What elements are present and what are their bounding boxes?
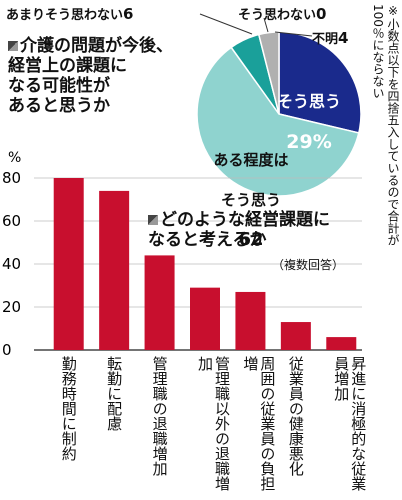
cube-icon	[148, 215, 158, 225]
pie-slice	[196, 46, 360, 197]
bar-category-label: 周囲の従業員の負担増	[241, 356, 277, 491]
bar	[235, 291, 266, 350]
bar	[99, 190, 130, 350]
label-soomowanai-text: そう思わない	[238, 8, 317, 23]
label-aru-line2: そう思う	[220, 191, 281, 209]
bar-category-label: 管理職の退職増加	[150, 356, 169, 476]
y-tick-label: 60	[2, 212, 21, 230]
label-sou-omou-value: 29%	[286, 131, 332, 153]
y-axis-unit: %	[8, 150, 21, 166]
label-amari-value: 6	[123, 5, 134, 23]
pie-question-text: 介護の問題が今後、 経営上の課題に なる可能性が あると思うか	[8, 36, 173, 116]
label-soomowanai-value: 0	[316, 5, 327, 23]
cube-icon	[8, 41, 18, 51]
label-amari-text: あまりそう思わない	[6, 8, 124, 23]
y-tick-label: 0	[2, 341, 12, 359]
bar-category-label: 転勤に配慮	[105, 356, 124, 431]
footnote: ※小数点以下を四捨五入しているので合計が100％にならない	[371, 4, 400, 246]
label-sou-omou-text: そう思う	[276, 92, 341, 111]
bar	[326, 337, 357, 350]
bar-category-label: 勤務時間に制約	[59, 356, 78, 461]
leader-line	[274, 31, 313, 37]
label-aru-line1: ある程度は	[213, 151, 289, 169]
y-tick-label: 20	[2, 298, 21, 316]
leader-line	[263, 17, 269, 33]
label-amari: あまりそう思わない6	[6, 4, 133, 23]
label-fumei: 不明4	[312, 28, 348, 47]
y-tick-label: 80	[2, 169, 21, 187]
label-fumei-value: 4	[338, 29, 349, 47]
leader-line	[199, 13, 253, 35]
bar	[190, 287, 220, 350]
bar-chart-title-text: どのような経営課題に なると考えるか	[148, 210, 330, 250]
bar	[53, 178, 84, 350]
label-fumei-text: 不明	[312, 32, 339, 47]
bar-category-label: 昇進に消極的な従業員増加	[332, 356, 368, 491]
bar	[280, 322, 311, 350]
bar-category-label: 従業員の健康悪化	[286, 356, 305, 476]
bar-chart-title: どのような経営課題に なると考えるか	[148, 210, 383, 250]
label-sou-omou: そう思う 29%	[270, 72, 348, 172]
bar-category-label: 管理職以外の退職増加	[196, 356, 231, 491]
pie-question: 介護の問題が今後、 経営上の課題に なる可能性が あると思うか	[8, 36, 213, 116]
label-aru-value: 62	[238, 229, 264, 250]
bar-chart-note: （複数回答）	[272, 258, 345, 272]
pie-slice	[278, 31, 362, 134]
label-aru: ある程度は そう思う 62	[196, 130, 306, 270]
y-tick-label: 40	[2, 255, 21, 273]
label-soomowanai: そう思わない0	[238, 4, 326, 23]
bar	[144, 255, 175, 350]
